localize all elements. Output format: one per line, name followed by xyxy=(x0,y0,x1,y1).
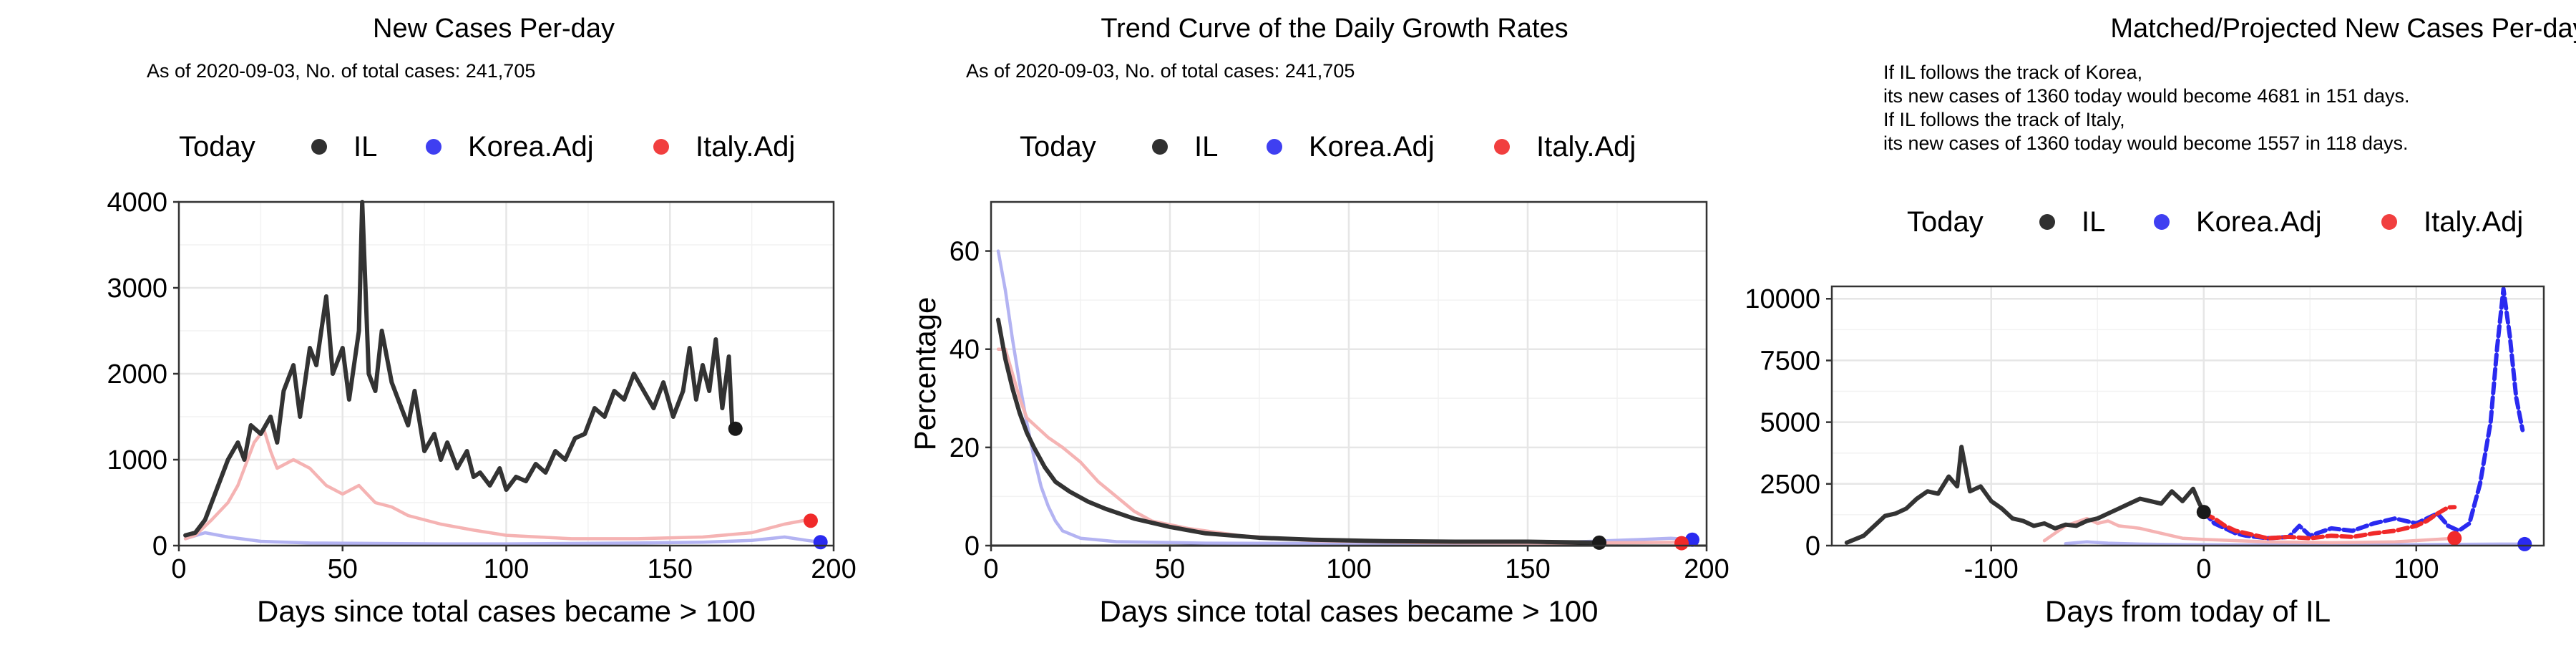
x-tick-label: 100 xyxy=(1326,554,1371,584)
legend-label: Italy.Adj xyxy=(696,131,795,163)
legend-marker xyxy=(1267,139,1282,155)
plot-border xyxy=(1830,285,2545,547)
y-tick-label: 2000 xyxy=(107,359,167,390)
legend-label: Korea.Adj xyxy=(468,131,594,163)
y-tick-label: 40 xyxy=(950,335,980,365)
today-marker-il xyxy=(1592,535,1606,550)
x-tick-label: 0 xyxy=(983,554,998,584)
legend-title: Today xyxy=(1020,131,1096,163)
x-tick-label: 200 xyxy=(811,554,856,584)
x-tick-label: 100 xyxy=(484,554,529,584)
y-tick-label: 20 xyxy=(950,433,980,463)
today-marker-il xyxy=(2196,505,2211,520)
x-tick-label: 0 xyxy=(171,554,186,584)
legend-marker xyxy=(2154,214,2170,230)
today-marker-italy-adj xyxy=(803,513,818,528)
x-axis-label: Days from today of IL xyxy=(2045,594,2331,628)
chart-panel-1: New Cases Per-day As of 2020-09-03, No. o… xyxy=(107,14,856,628)
chart-subtitle: As of 2020-09-03, No. of total cases: 24… xyxy=(147,60,535,82)
annotation-line: If IL follows the track of Italy, xyxy=(1883,109,2125,130)
y-axis-label: Percentage xyxy=(908,297,942,451)
y-tick-label: 3000 xyxy=(107,274,167,304)
today-marker-korea-adj xyxy=(2517,536,2532,551)
legend-marker xyxy=(426,139,441,155)
x-tick-label: 0 xyxy=(2196,554,2211,584)
x-tick-label: 50 xyxy=(1155,554,1185,584)
annotation-line: If IL follows the track of Korea, xyxy=(1883,62,2142,83)
legend-label: IL xyxy=(2082,206,2105,238)
annotation-line: its new cases of 1360 today would become… xyxy=(1883,85,2409,107)
legend-marker xyxy=(1494,139,1510,155)
y-tick-label: 60 xyxy=(950,237,980,267)
legend-marker xyxy=(653,139,669,155)
today-marker-italy-adj xyxy=(1674,536,1689,551)
legend-label: IL xyxy=(353,131,377,163)
chart-title: New Cases Per-day xyxy=(373,14,615,44)
legend-label: Italy.Adj xyxy=(2424,206,2523,238)
y-tick-label: 1000 xyxy=(107,445,167,475)
series-line-il xyxy=(183,200,738,538)
plot-background xyxy=(1832,286,2544,546)
legend-label: IL xyxy=(1194,131,1218,163)
today-marker-korea-adj xyxy=(1685,532,1699,547)
series-line-il xyxy=(1844,445,2206,545)
legend-label: Korea.Adj xyxy=(1309,131,1435,163)
legend-label: Korea.Adj xyxy=(2196,206,2322,238)
today-marker-il xyxy=(728,421,743,436)
y-tick-label: 5000 xyxy=(1760,408,1820,438)
series-line-italy-adj xyxy=(2201,505,2457,541)
series-line-korea-adj xyxy=(183,531,822,546)
chart-subtitle: As of 2020-09-03, No. of total cases: 24… xyxy=(966,60,1355,82)
chart-title: Matched/Projected New Cases Per-day xyxy=(2110,14,2576,44)
today-marker-italy-adj xyxy=(2447,531,2462,546)
legend-marker xyxy=(311,139,327,155)
y-tick-label: 4000 xyxy=(107,188,167,218)
x-tick-label: 200 xyxy=(1684,554,1729,584)
legend-label: Italy.Adj xyxy=(1536,131,1636,163)
series-line-italy-adj xyxy=(183,427,809,541)
x-tick-label: 150 xyxy=(1505,554,1550,584)
y-tick-label: 7500 xyxy=(1760,346,1820,376)
legend-marker xyxy=(2381,214,2397,230)
x-axis-label: Days since total cases became > 100 xyxy=(1100,594,1599,628)
chart-panel-2: Trend Curve of the Daily Growth Rates As … xyxy=(908,14,1729,628)
today-marker-korea-adj xyxy=(813,535,828,550)
y-tick-label: 0 xyxy=(152,531,167,561)
x-tick-label: 50 xyxy=(328,554,358,584)
x-axis-label: Days since total cases became > 100 xyxy=(257,594,756,628)
legend-title: Today xyxy=(1907,206,1984,238)
y-tick-label: 0 xyxy=(1805,531,1820,561)
x-tick-label: 150 xyxy=(648,554,693,584)
series-line-il xyxy=(996,317,1601,545)
y-tick-label: 2500 xyxy=(1760,470,1820,500)
y-tick-label: 0 xyxy=(965,531,980,561)
annotation-line: its new cases of 1360 today would become… xyxy=(1883,132,2408,154)
y-tick-label: 10000 xyxy=(1745,284,1820,314)
chart-title: Trend Curve of the Daily Growth Rates xyxy=(1101,14,1568,44)
legend-marker xyxy=(2039,214,2055,230)
legend-marker xyxy=(1152,139,1168,155)
x-tick-label: -100 xyxy=(1964,554,2019,584)
x-tick-label: 100 xyxy=(2394,554,2439,584)
legend-title: Today xyxy=(179,131,255,163)
series-line-korea-adj xyxy=(2201,286,2525,541)
chart-panel-3: Matched/Projected New Cases Per-day If IL… xyxy=(1745,14,2576,628)
